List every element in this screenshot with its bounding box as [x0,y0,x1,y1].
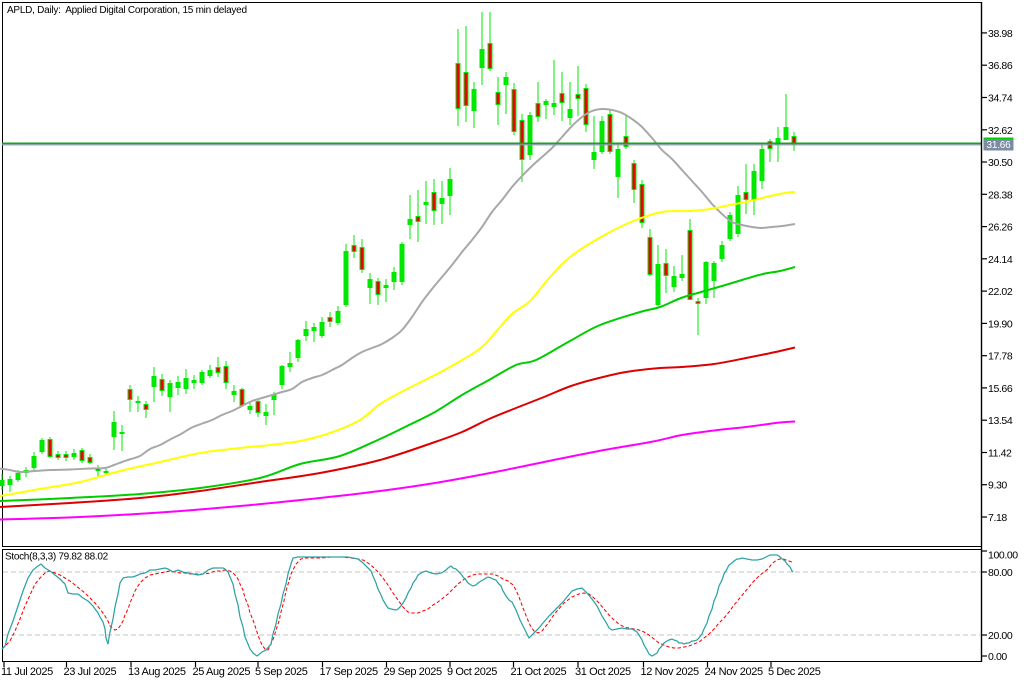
svg-text:24 Nov 2025: 24 Nov 2025 [705,666,763,678]
svg-text:13 Aug 2025: 13 Aug 2025 [128,666,186,678]
svg-text:17.78: 17.78 [988,351,1013,363]
svg-text:Stoch(8,3,3) 79.82 88.02: Stoch(8,3,3) 79.82 88.02 [5,552,109,563]
svg-text:20.00: 20.00 [988,630,1013,642]
svg-text:36.86: 36.86 [988,60,1013,72]
svg-text:23 Jul 2025: 23 Jul 2025 [64,666,117,678]
svg-text:100.00: 100.00 [988,550,1018,562]
svg-text:17 Sep 2025: 17 Sep 2025 [320,666,378,678]
svg-text:5 Sep 2025: 5 Sep 2025 [255,666,308,678]
svg-text:13.54: 13.54 [988,415,1013,427]
svg-text:7.18: 7.18 [988,512,1007,524]
svg-text:30.50: 30.50 [988,157,1013,169]
svg-text:28.38: 28.38 [988,189,1013,201]
svg-text:19.90: 19.90 [988,318,1013,330]
svg-text:15.66: 15.66 [988,383,1013,395]
svg-text:24.14: 24.14 [988,254,1013,266]
svg-text:80.00: 80.00 [988,567,1013,579]
svg-text:25 Aug 2025: 25 Aug 2025 [193,666,251,678]
svg-text:26.26: 26.26 [988,222,1013,234]
svg-text:38.98: 38.98 [988,28,1013,40]
svg-text:APLD, Daily: Applied Digital: APLD, Daily: Applied Digital Corporation… [7,5,247,16]
svg-text:31.66: 31.66 [987,140,1012,151]
svg-text:21 Oct 2025: 21 Oct 2025 [511,666,567,678]
svg-text:12 Nov 2025: 12 Nov 2025 [641,666,699,678]
svg-text:29 Sep 2025: 29 Sep 2025 [384,666,442,678]
svg-text:32.62: 32.62 [988,125,1013,137]
svg-text:11.42: 11.42 [988,448,1012,460]
svg-text:34.74: 34.74 [988,93,1013,105]
svg-text:31 Oct 2025: 31 Oct 2025 [575,666,631,678]
svg-text:22.02: 22.02 [988,286,1013,298]
svg-text:11 Jul 2025: 11 Jul 2025 [1,666,53,678]
svg-text:5 Dec 2025: 5 Dec 2025 [768,666,821,678]
svg-text:9.30: 9.30 [988,480,1007,492]
svg-text:9 Oct 2025: 9 Oct 2025 [447,666,497,678]
svg-text:0.00: 0.00 [988,651,1007,663]
